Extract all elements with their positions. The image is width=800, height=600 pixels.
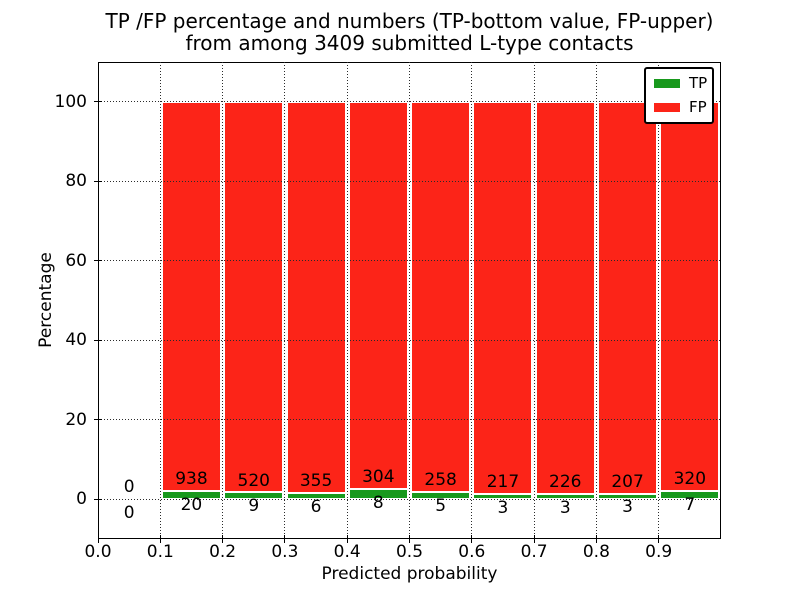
bar-tp-segment	[161, 490, 221, 500]
bar-fp-segment	[535, 101, 595, 495]
x-axis-label: Predicted probability	[321, 564, 498, 584]
x-tick-label: 0.4	[333, 542, 361, 562]
bar-tp-segment	[348, 489, 408, 500]
gridline-v	[471, 62, 473, 539]
bar-fp-segment	[348, 101, 408, 490]
gridline-v	[284, 62, 286, 539]
x-tick-label: 0.1	[146, 542, 174, 562]
x-tick	[471, 535, 473, 543]
x-tick	[159, 535, 161, 543]
y-tick-label: 60	[65, 250, 87, 271]
x-tick	[595, 535, 597, 543]
x-tick	[346, 535, 348, 543]
tp-count-label: 6	[310, 496, 322, 517]
tp-count-label: 7	[684, 494, 696, 515]
x-tick-label: 0.8	[582, 542, 610, 562]
gridline-v	[159, 62, 161, 539]
bar-fp-segment	[660, 101, 720, 491]
fp-count-label: 938	[175, 469, 208, 490]
fp-count-label: 207	[611, 471, 644, 492]
gridline-v	[658, 62, 660, 539]
x-tick	[533, 535, 535, 543]
fp-count-label: 304	[362, 467, 395, 488]
y-tick-label: 80	[65, 171, 87, 192]
x-tick	[658, 535, 660, 543]
legend-item-fp: FP	[654, 98, 707, 116]
fp-swatch-icon	[654, 103, 680, 112]
bar-fp-segment	[224, 101, 284, 493]
x-tick-label: 0.9	[645, 542, 673, 562]
bar-fp-segment	[411, 101, 471, 492]
x-tick-label: 0.6	[458, 542, 486, 562]
tp-count-label: 3	[622, 497, 633, 518]
y-tick-label: 0	[76, 489, 87, 510]
x-tick	[97, 535, 99, 543]
y-tick-label: 100	[54, 91, 87, 112]
x-tick	[222, 535, 224, 543]
x-tick	[284, 535, 286, 543]
x-tick-label: 0.5	[395, 542, 424, 562]
gridline-v	[533, 62, 535, 539]
fp-count-label: 258	[424, 469, 457, 490]
tp-count-label: 20	[180, 494, 203, 515]
x-tick-label: 0.3	[271, 542, 299, 562]
tp-count-label: 8	[372, 492, 384, 513]
gridline-v	[595, 62, 597, 539]
legend-label: FP	[689, 98, 707, 116]
chart-title-line1: TP /FP percentage and numbers (TP-bottom…	[105, 9, 714, 33]
fp-count-label: 520	[237, 470, 270, 491]
x-tick-label: 0.0	[84, 542, 112, 562]
y-tick	[94, 180, 102, 182]
chart-title-line2: from among 3409 submitted L-type contact…	[185, 30, 634, 55]
tp-count-label: 5	[435, 495, 447, 516]
x-tick	[409, 535, 410, 543]
bar-fp-segment	[161, 101, 221, 491]
y-tick	[94, 419, 102, 421]
fp-count-label: 226	[549, 472, 582, 493]
fp-count-label: 217	[486, 471, 520, 492]
fp-count-label: 355	[299, 470, 333, 491]
y-tick-label: 20	[65, 409, 87, 430]
bar-tp-segment	[473, 493, 533, 500]
gridline-v	[409, 62, 410, 539]
y-tick	[94, 101, 102, 103]
tp-count-label: 0	[123, 503, 135, 524]
tp-swatch-icon	[654, 79, 680, 88]
bar-fp-segment	[598, 101, 658, 494]
tp-count-label: 9	[248, 496, 260, 517]
bar-fp-segment	[473, 101, 533, 494]
legend: TP FP	[644, 67, 714, 124]
chart-title: TP /FP percentage and numbers (TP-bottom…	[98, 9, 721, 55]
tp-count-label: 3	[497, 497, 509, 518]
legend-item-tp: TP	[654, 74, 708, 92]
x-tick-label: 0.7	[520, 542, 548, 562]
y-tick	[94, 260, 102, 262]
fp-count-label: 0	[123, 477, 135, 498]
gridline-v	[346, 62, 348, 539]
gridline-v	[222, 62, 224, 539]
bar-fp-segment	[286, 101, 346, 493]
x-tick-label: 0.2	[209, 542, 237, 562]
y-tick	[94, 339, 102, 341]
y-tick	[94, 498, 102, 500]
bar-tp-segment	[535, 494, 595, 500]
y-tick-label: 40	[65, 330, 87, 351]
tp-count-label: 3	[559, 497, 571, 518]
legend-label: TP	[689, 74, 708, 92]
fp-count-label: 320	[673, 468, 707, 489]
